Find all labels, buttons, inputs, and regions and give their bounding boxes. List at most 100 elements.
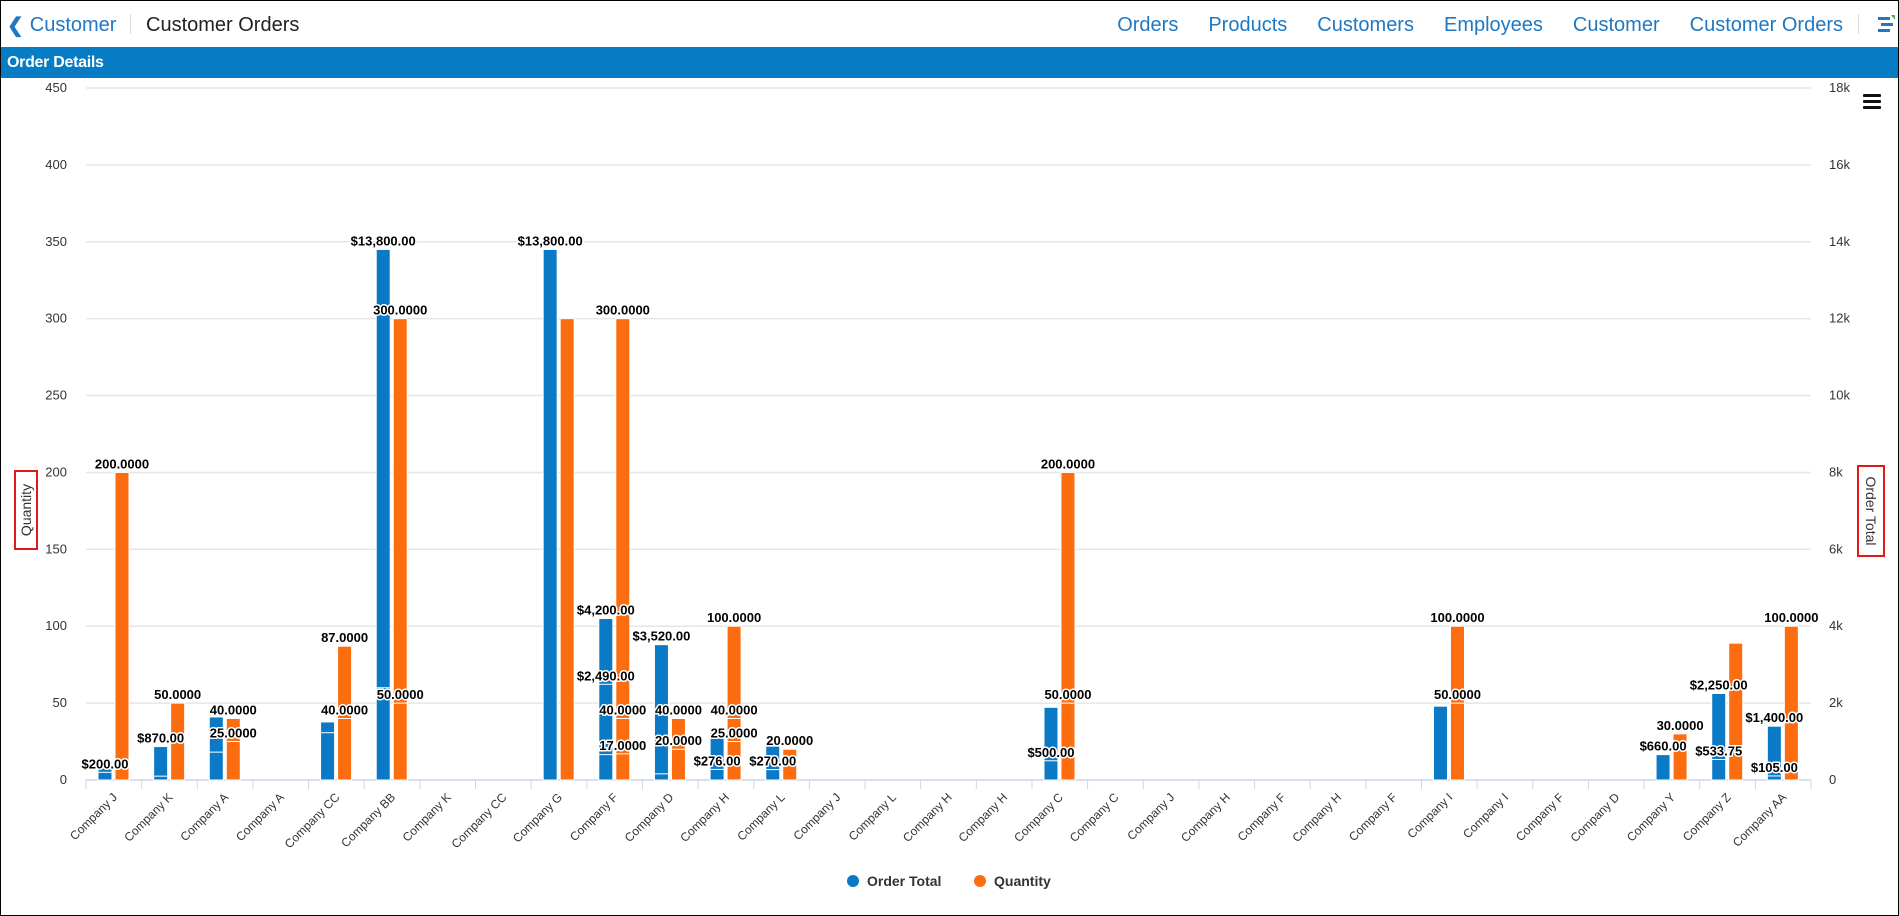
category-label: Company H <box>900 790 955 845</box>
order-total-data-label: $105.00 <box>1751 760 1798 775</box>
quantity-bar <box>225 741 241 781</box>
nav-employees[interactable]: Employees <box>1443 14 1543 36</box>
quantity-bar <box>392 702 408 781</box>
nav-customer-orders[interactable]: Customer Orders <box>1689 14 1843 36</box>
quantity-data-label: 50.0000 <box>154 687 201 702</box>
order-total-data-label: $13,800.00 <box>518 233 583 248</box>
order-total-bar <box>153 746 169 781</box>
quantity-data-label: 200.0000 <box>95 456 149 471</box>
order-total-bar <box>375 687 391 781</box>
category-label: Company CC <box>282 790 343 851</box>
nav-customer[interactable]: Customer <box>1572 14 1660 36</box>
order-total-bar <box>542 248 558 781</box>
highlight-box <box>1857 465 1885 557</box>
order-total-bar <box>709 768 725 781</box>
order-total-bar <box>153 775 169 781</box>
order-total-bar <box>1432 705 1448 781</box>
right-axis-tick-label: 10k <box>1829 388 1850 403</box>
category-label: Company F <box>1513 790 1567 844</box>
legend-order-total-marker <box>847 875 859 887</box>
hamburger-icon[interactable] <box>1863 94 1881 110</box>
order-total-data-label: $533.75 <box>1695 743 1742 758</box>
order-total-data-label: $276.00 <box>694 753 741 768</box>
quantity-data-label: 87.0000 <box>321 630 368 645</box>
quantity-bar <box>337 717 353 781</box>
category-label: Company BB <box>338 790 398 850</box>
nav-links: Orders Products Customers Employees Cust… <box>1117 14 1843 37</box>
order-details-chart: 0 50 100 150 200 250 300 350 400 450 0 2k 4k 6k 8k 10k 1… <box>14 80 1885 889</box>
right-axis-tick-label: 14k <box>1829 234 1850 249</box>
category-label: Company CC <box>449 790 510 851</box>
right-axis-tick-label: 16k <box>1829 157 1850 172</box>
quantity-bar <box>114 471 130 781</box>
chevron-left-icon: ❮ <box>7 15 24 37</box>
quantity-data-label: 20.0000 <box>766 733 813 748</box>
nav-orders[interactable]: Orders <box>1117 14 1179 36</box>
back-button[interactable]: ❮ Customer <box>7 13 116 38</box>
quantity-data-label: 100.0000 <box>707 610 761 625</box>
left-axis-tick-label: 250 <box>45 388 67 403</box>
quantity-data-label: 100.0000 <box>1430 610 1484 625</box>
right-axis-tick-label: 12k <box>1829 311 1850 326</box>
quantity-data-label: 30.0000 <box>1657 718 1704 733</box>
order-total-data-label: $4,200.00 <box>577 603 635 618</box>
left-axis-tick-label: 350 <box>45 234 67 249</box>
order-total-bar <box>765 769 781 781</box>
category-label: Company D <box>1568 790 1623 845</box>
quantity-data-label: 200.0000 <box>1041 456 1095 471</box>
left-axis-tick-label: 300 <box>45 311 67 326</box>
legend-quantity: Quantity <box>994 873 1051 889</box>
left-axis-tick-label: 50 <box>53 695 67 710</box>
divider <box>130 14 131 34</box>
category-label: Company A <box>233 790 287 844</box>
order-total-data-label: $500.00 <box>1027 745 1074 760</box>
category-label: Company AA <box>1730 790 1789 849</box>
app-menu-icon[interactable] <box>1877 15 1895 33</box>
quantity-bar <box>1672 733 1688 781</box>
quantity-data-label: 50.0000 <box>1434 687 1481 702</box>
quantity-bar <box>170 702 186 781</box>
order-total-data-label: $200.00 <box>82 756 129 771</box>
category-label: Company J <box>791 790 844 843</box>
category-label: Company H <box>677 790 732 845</box>
category-label: Company H <box>1289 790 1344 845</box>
nav-products[interactable]: Products <box>1208 14 1288 36</box>
category-label: Company J <box>67 790 120 843</box>
order-total-data-label: $13,800.00 <box>351 233 416 248</box>
right-axis-tick-label: 18k <box>1829 80 1850 95</box>
right-axis-tick-label: 0 <box>1829 772 1836 787</box>
quantity-data-label: 50.0000 <box>377 687 424 702</box>
order-total-bar <box>1043 760 1059 781</box>
category-label: Company Y <box>1624 790 1678 844</box>
quantity-bar <box>782 748 798 781</box>
quantity-bar <box>670 748 686 781</box>
nav-customers[interactable]: Customers <box>1317 14 1414 36</box>
category-label: Company C <box>1011 790 1066 845</box>
quantity-data-label: 40.0000 <box>711 702 758 717</box>
quantity-bar <box>615 753 631 781</box>
left-axis-tick-label: 150 <box>45 541 67 556</box>
category-label: Company K <box>121 790 175 844</box>
category-label: Company L <box>846 790 900 844</box>
category-label: Company Z <box>1680 790 1734 844</box>
quantity-data-label: 17.0000 <box>599 738 646 753</box>
right-axis-tick-label: 6k <box>1829 541 1843 556</box>
order-total-data-label: $870.00 <box>137 731 184 746</box>
category-label: Company H <box>956 790 1011 845</box>
quantity-data-label: 100.0000 <box>1764 610 1818 625</box>
left-axis-title: Quantity <box>18 484 34 536</box>
legend-order-total: Order Total <box>867 873 941 889</box>
category-label: Company C <box>1067 790 1122 845</box>
order-total-data-label: $2,250.00 <box>1690 678 1748 693</box>
quantity-data-label: 20.0000 <box>655 733 702 748</box>
category-label: Company A <box>177 790 231 844</box>
quantity-bar <box>1783 625 1799 781</box>
category-label: Company I <box>1404 790 1455 841</box>
quantity-data-label: 40.0000 <box>210 702 257 717</box>
order-total-bar <box>653 773 669 781</box>
order-total-data-label: $3,520.00 <box>633 629 691 644</box>
order-total-bar <box>208 751 224 781</box>
category-label: Company K <box>400 790 454 844</box>
legend-quantity-marker <box>974 875 986 887</box>
page-title: Customer Orders <box>146 14 300 36</box>
